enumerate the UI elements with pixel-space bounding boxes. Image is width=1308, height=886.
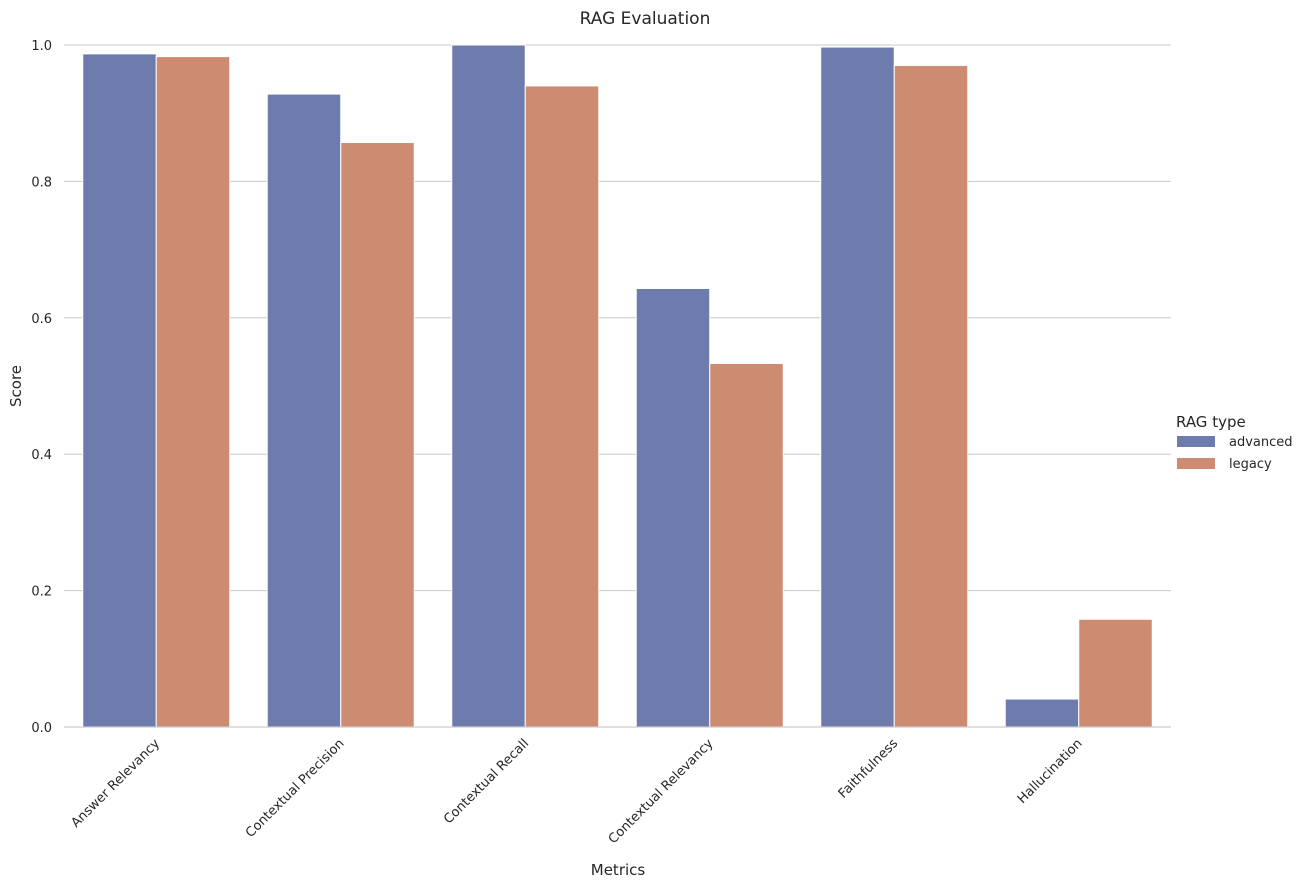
x-tick-label: Answer Relevancy [68,736,163,831]
grid-lines [64,44,1171,592]
x-tick-labels: Answer Relevancy Contextual Precision Cont… [68,736,1085,847]
y-tick-label: 1.0 [31,39,52,54]
x-axis-label: Metrics [591,861,646,879]
bar-advanced-contextual-precision [266,93,342,728]
legend-label-legacy: legacy [1229,457,1272,472]
bar-advanced-contextual-recall [451,44,526,728]
chart-title: RAG Evaluation [580,9,711,29]
x-tick-label: Hallucination [1015,736,1086,807]
bar-legacy-faithfulness [893,64,969,728]
legend-items: advanced legacy [1177,435,1293,472]
legend-swatch-advanced [1177,436,1215,447]
x-tick-label: Contextual Relevancy [606,736,717,847]
bar-legacy-contextual-recall [524,85,600,728]
x-tick-label: Faithfulness [836,736,902,802]
legend-label-advanced: advanced [1229,435,1293,450]
y-tick-label: 0.0 [31,721,52,736]
bar-advanced-hallucination [1004,698,1080,728]
y-tick-label: 0.8 [31,175,52,190]
bar-advanced-faithfulness [820,46,895,728]
y-tick-label: 0.2 [31,585,52,600]
bar-legacy-contextual-relevancy [709,362,784,728]
legend-swatch-legacy [1177,458,1215,469]
x-tick-label: Contextual Precision [243,736,348,841]
bar-legacy-answer-relevancy [155,56,231,728]
bar-legacy-contextual-precision [340,142,415,728]
legend-title: RAG type [1176,413,1246,431]
y-tick-labels: 0.0 0.2 0.4 0.6 0.8 1.0 [31,39,52,736]
x-tick-label: Contextual Recall [441,736,532,827]
bars-layer [82,44,1153,728]
bar-legacy-hallucination [1078,618,1153,728]
legend: RAG type advanced legacy [1176,413,1293,472]
bar-advanced-contextual-relevancy [635,287,711,728]
y-tick-label: 0.6 [31,312,52,327]
y-tick-label: 0.4 [31,448,52,463]
y-axis-label: Score [7,365,25,407]
bar-advanced-answer-relevancy [82,53,157,728]
